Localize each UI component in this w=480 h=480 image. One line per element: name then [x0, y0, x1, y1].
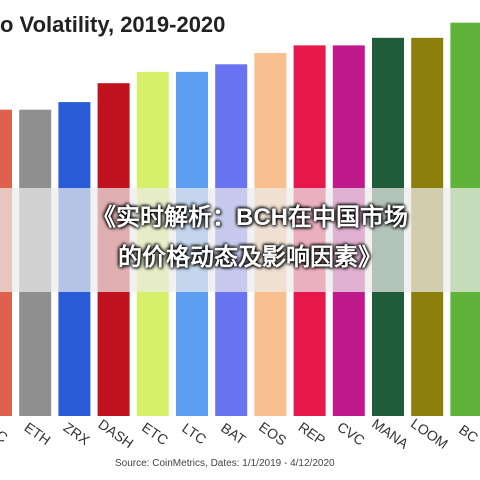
- x-tick-label-etc: ETC: [139, 419, 171, 448]
- source-note: Source: CoinMetrics, Dates: 1/1/2019 - 4…: [115, 458, 335, 469]
- overlay-headline: 《实时解析：BCH在中国市场 的价格动态及影响因素》: [50, 198, 450, 278]
- x-tick-label-eos: EOS: [256, 418, 289, 448]
- overlay-banner: [0, 188, 480, 292]
- overlay-headline-line1: 《实时解析：BCH在中国市场: [92, 204, 408, 231]
- x-tick-label-bat: BAT: [218, 419, 249, 447]
- chart-title: o Volatility, 2019-2020: [0, 12, 226, 37]
- x-tick-label-ec: EC: [0, 421, 11, 445]
- x-tick-label-eth: ETH: [21, 419, 53, 448]
- x-tick-label-cvc: CVC: [334, 418, 367, 448]
- x-tick-label-loom: LOOM: [408, 415, 451, 452]
- x-tick-label-ltc: LTC: [179, 420, 209, 448]
- x-tick-label-zrx: ZRX: [61, 419, 94, 449]
- overlay-headline-line2: 的价格动态及影响因素》: [118, 244, 382, 271]
- x-tick-label-rep: REP: [296, 419, 329, 449]
- x-tick-label-bc: BC: [456, 421, 480, 445]
- x-tick-label-mana: MANA: [369, 415, 412, 452]
- x-tick-label-dash: DASH: [95, 416, 136, 451]
